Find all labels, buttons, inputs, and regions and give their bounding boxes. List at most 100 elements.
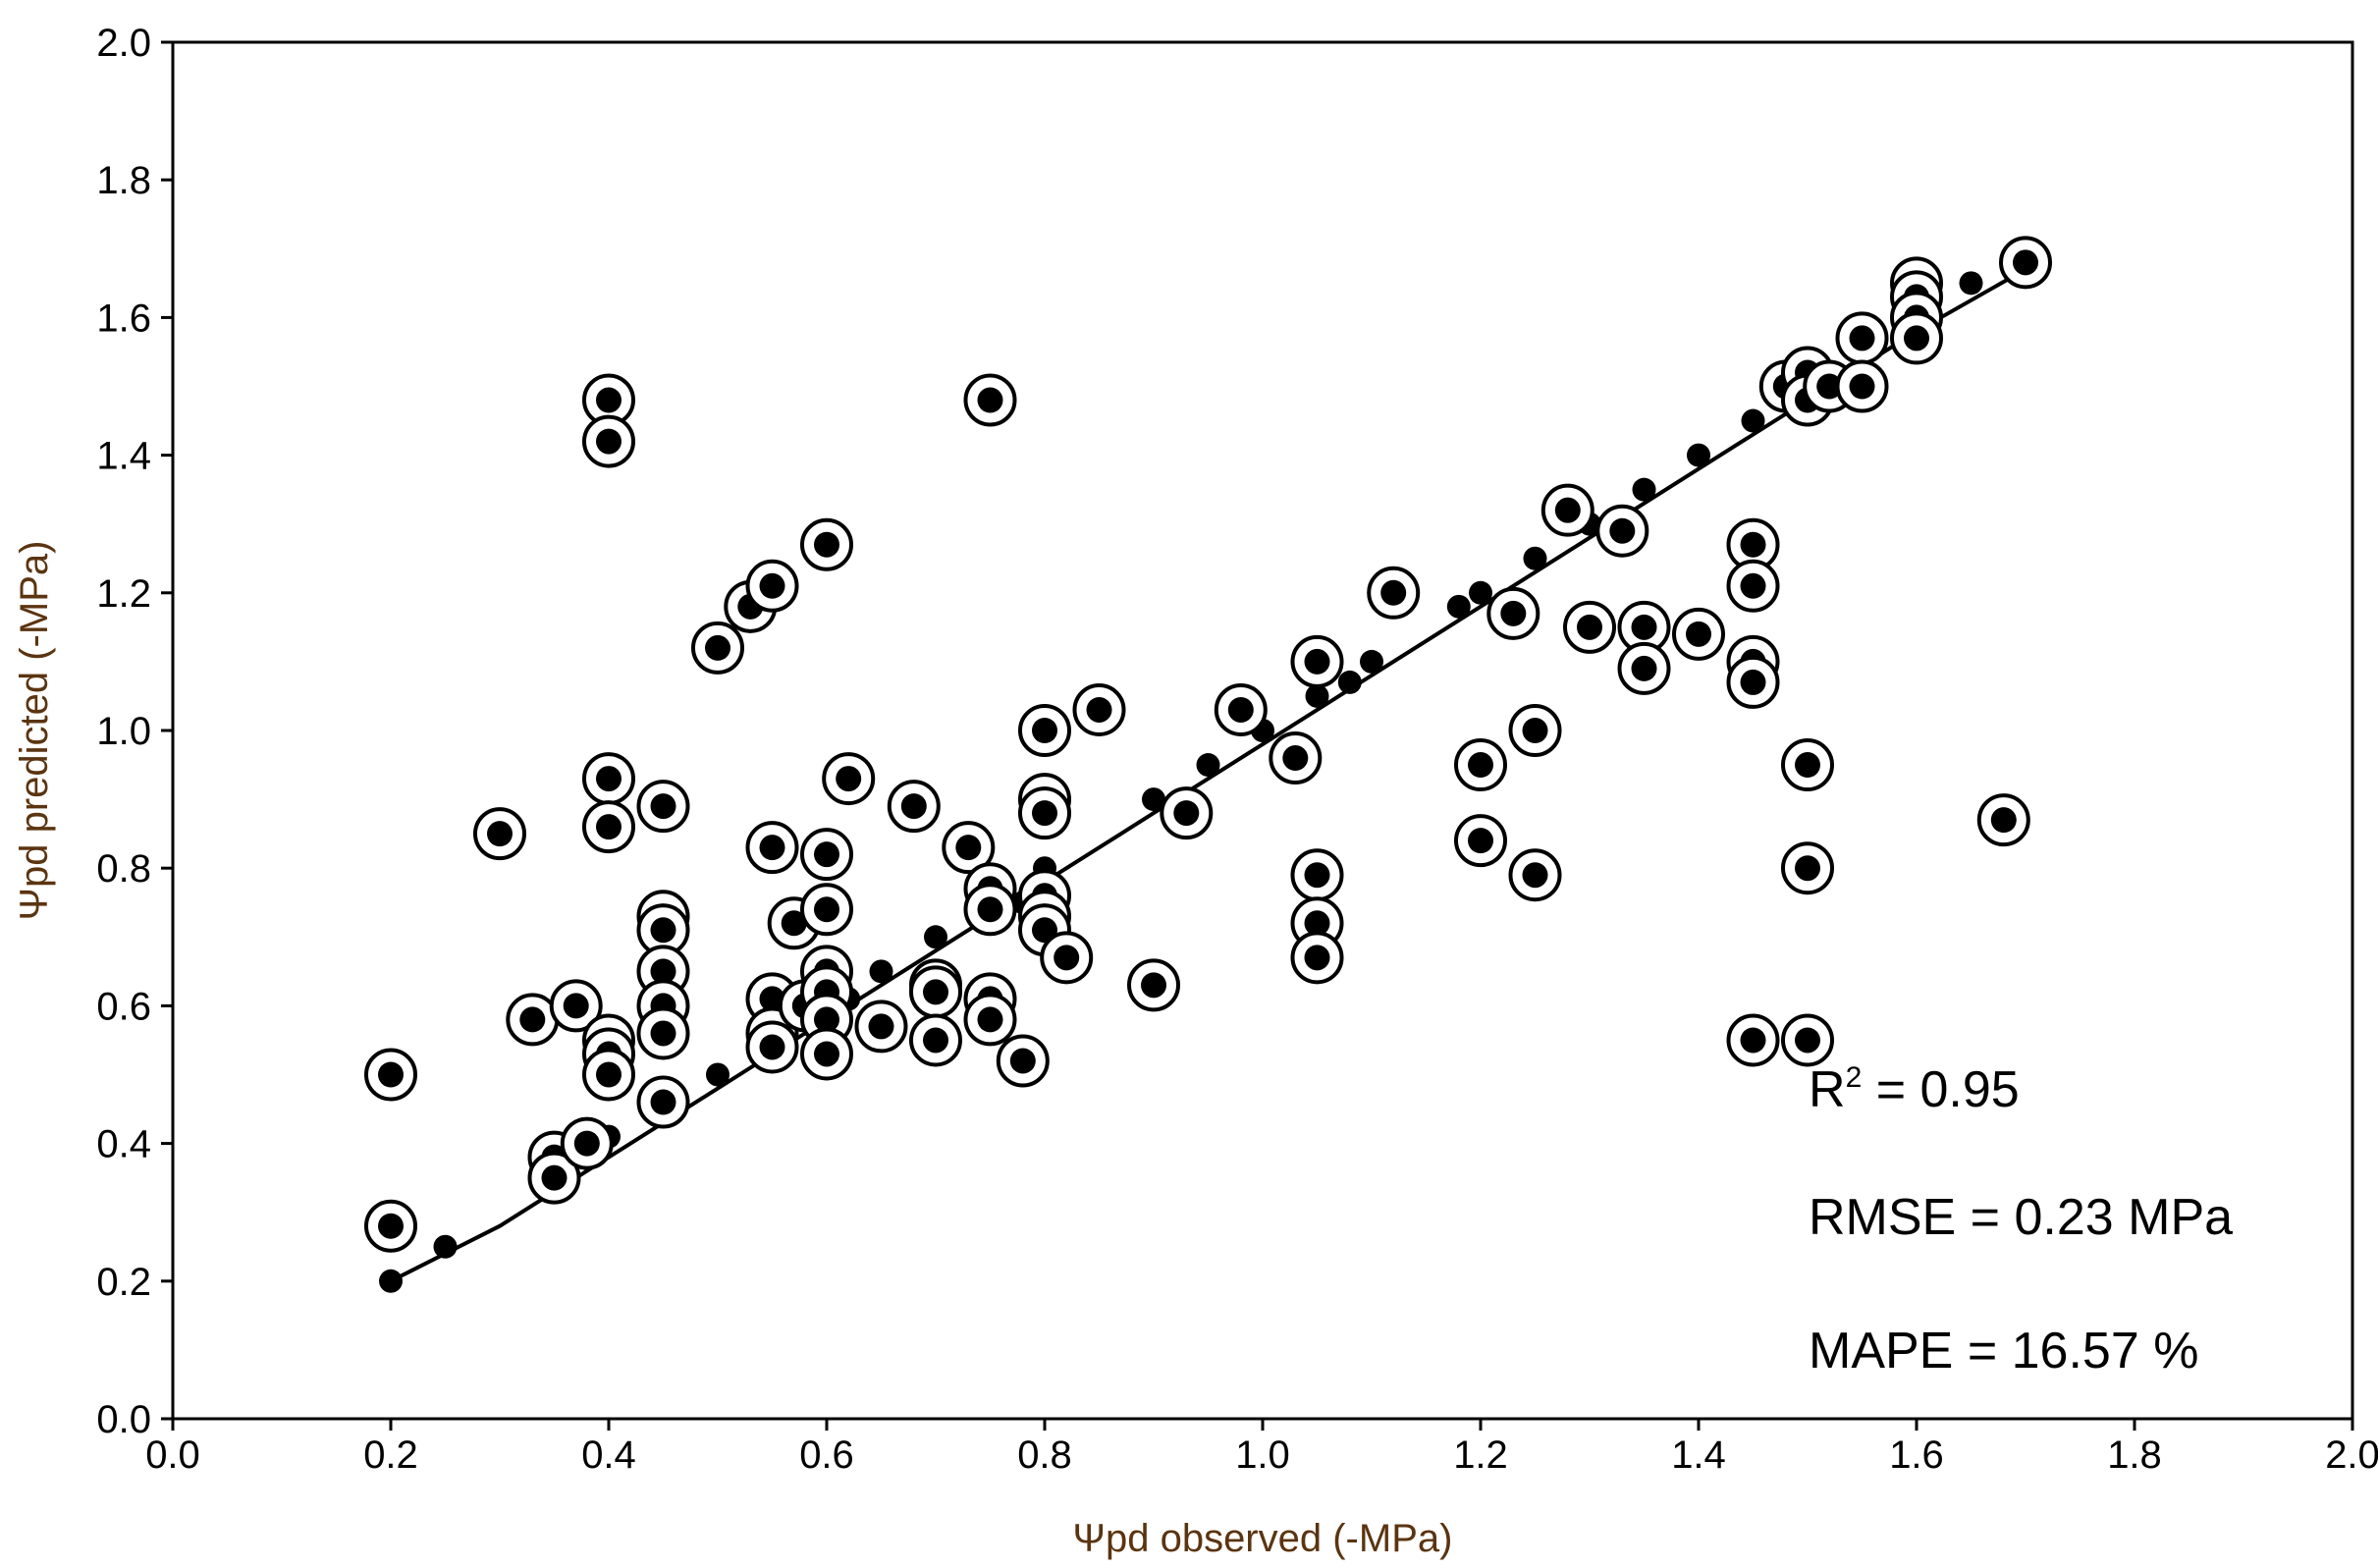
circled-data-point	[473, 807, 526, 861]
circled-data-point	[854, 1000, 908, 1054]
circled-data-point	[1890, 311, 1943, 365]
circled-data-point	[909, 1013, 962, 1067]
r-squared-annotation: R2 = 0.95	[1809, 1061, 2020, 1118]
circled-data-point	[1726, 1013, 1780, 1067]
circled-data-point	[1508, 848, 1562, 902]
data-point	[1741, 408, 1765, 433]
data-point	[433, 1234, 458, 1259]
data-point	[1687, 443, 1710, 467]
circled-data-point	[1269, 731, 1323, 785]
circled-data-point	[1072, 682, 1126, 736]
x-axis-title: Ψpd observed (-MPa)	[1073, 1517, 1453, 1560]
y-tick-label: 0.6	[96, 985, 151, 1028]
circled-data-point	[636, 780, 690, 834]
circled-data-point	[582, 800, 635, 854]
r2-value: = 0.95	[1862, 1061, 2019, 1118]
circled-data-point	[800, 883, 853, 937]
svg-text:R2 = 0.95: R2 = 0.95	[1809, 1061, 2020, 1118]
data-point	[706, 1062, 730, 1087]
data-point	[869, 959, 893, 984]
circled-data-point	[636, 1075, 690, 1129]
y-tick-label: 1.4	[96, 435, 151, 478]
y-tick-label: 0.4	[96, 1123, 151, 1166]
circled-data-point	[1290, 931, 1344, 985]
circled-data-point	[745, 821, 799, 875]
y-tick-label: 0.2	[96, 1261, 151, 1304]
circled-data-point	[364, 1048, 417, 1102]
data-point	[1360, 649, 1383, 674]
circled-data-point	[506, 993, 560, 1047]
circled-data-point	[582, 752, 635, 806]
x-tick-label: 1.4	[1671, 1433, 1726, 1477]
circled-data-point	[887, 780, 941, 834]
circled-data-point	[1160, 786, 1214, 840]
circled-data-point	[1454, 738, 1507, 792]
rmse-annotation: RMSE = 0.23 MPa	[1809, 1189, 2233, 1246]
circled-data-point	[1454, 814, 1507, 868]
x-tick-label: 1.2	[1453, 1433, 1508, 1477]
circled-data-point	[560, 1116, 614, 1170]
circled-data-point	[745, 559, 799, 613]
data-point	[1305, 683, 1329, 708]
x-tick-label: 0.4	[581, 1433, 636, 1477]
data-point	[1337, 670, 1362, 694]
circled-data-point	[1290, 634, 1344, 688]
y-tick-label: 1.6	[96, 297, 151, 340]
circled-data-point	[822, 752, 876, 806]
x-axis: 0.0 0.2 0.4 0.6 0.8 1.0 1.2 1.4 1.6 1.8 2.0	[145, 1419, 2378, 1477]
circled-data-point	[1835, 311, 1889, 365]
circled-data-point	[1486, 586, 1540, 640]
circled-data-point	[800, 517, 853, 571]
y-tick-label: 1.0	[96, 710, 151, 753]
circled-data-point	[1127, 958, 1180, 1012]
circled-data-point	[1617, 641, 1671, 695]
data-point	[1959, 271, 1983, 296]
data-point	[1196, 753, 1220, 778]
circled-data-point	[745, 1020, 799, 1074]
circled-data-point	[1781, 841, 1834, 895]
data-point	[1523, 546, 1547, 570]
y-tick-label: 0.8	[96, 847, 151, 891]
x-tick-label: 0.8	[1017, 1433, 1072, 1477]
circled-data-point	[1672, 607, 1725, 661]
circled-data-point	[1726, 655, 1780, 709]
circled-data-point	[800, 1027, 853, 1081]
data-point	[924, 925, 947, 949]
mape-annotation: MAPE = 16.57 %	[1809, 1323, 2198, 1379]
circled-data-point	[909, 965, 962, 1019]
circled-data-point	[1018, 786, 1071, 840]
circled-data-point	[1508, 704, 1562, 757]
circled-data-point	[1540, 483, 1594, 537]
circled-data-point	[996, 1034, 1050, 1088]
circled-data-point	[1214, 682, 1268, 736]
circled-data-point	[364, 1199, 417, 1253]
circled-data-point	[1976, 793, 2030, 847]
r2-superscript: 2	[1846, 1061, 1863, 1094]
data-point	[1142, 787, 1165, 812]
x-tick-label: 0.6	[799, 1433, 854, 1477]
circled-data-point	[691, 621, 744, 675]
x-tick-label: 2.0	[2325, 1433, 2378, 1477]
circled-data-point	[1040, 931, 1094, 985]
x-tick-label: 0.0	[145, 1433, 200, 1477]
r2-label: R	[1809, 1061, 1846, 1118]
y-tick-label: 0.0	[96, 1398, 151, 1441]
circled-data-point	[1781, 738, 1834, 792]
circled-data-point	[963, 883, 1017, 937]
x-tick-label: 1.0	[1235, 1433, 1290, 1477]
circled-data-point	[800, 828, 853, 882]
data-point	[1446, 594, 1471, 619]
y-axis-title: Ψpd predicted (-MPa)	[13, 541, 56, 921]
data-point	[379, 1269, 403, 1293]
x-tick-label: 0.2	[363, 1433, 418, 1477]
data-point	[1632, 477, 1656, 502]
circled-data-point	[1781, 1013, 1834, 1067]
circled-data-point	[963, 993, 1017, 1047]
circled-data-point	[1367, 566, 1421, 620]
circled-data-point	[1835, 359, 1889, 413]
data-points	[364, 236, 2052, 1293]
circled-data-point	[1563, 600, 1616, 654]
y-axis: 0.0 0.2 0.4 0.6 0.8 1.0 1.2 1.4 1.6 1.8 2.0	[96, 22, 173, 1441]
y-tick-label: 2.0	[96, 22, 151, 65]
